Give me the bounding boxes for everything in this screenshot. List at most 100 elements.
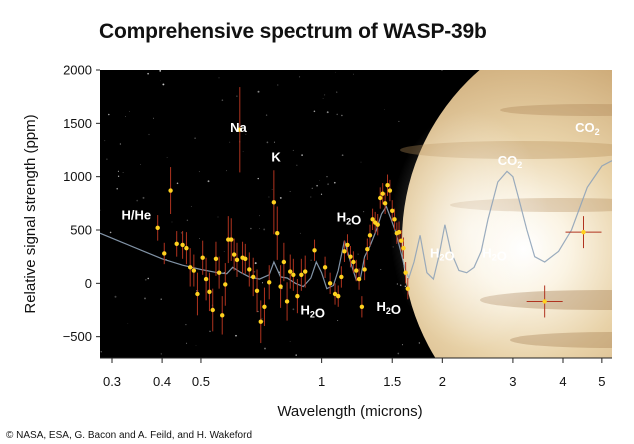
star [333,181,336,184]
spectral-feature-label: H/He [122,207,152,222]
star [166,157,168,158]
data-point [213,256,219,261]
spectral-feature-label: H2O [300,302,325,320]
star [292,149,294,151]
image-credit: © NASA, ESA, G. Bacon and A. Feild, and … [4,430,255,442]
starfield [100,70,449,358]
star [271,189,273,190]
data-point [387,188,393,193]
data-point [200,255,205,260]
star [279,196,282,199]
star [273,141,276,143]
star [104,140,106,142]
star [268,196,270,198]
star [160,298,162,300]
data-point [396,229,402,235]
x-tick-label: 1 [318,374,325,389]
data-point [299,272,304,277]
star [322,98,324,99]
data-point [322,265,328,270]
data-point [336,293,341,299]
data-point [359,304,365,309]
star [100,209,101,211]
star [106,158,108,160]
star [384,108,386,110]
star [114,295,117,298]
data-point [295,293,300,299]
data-point [251,274,256,280]
star [119,143,122,145]
chart-title: Comprehensive spectrum of WASP-39b [99,20,487,43]
star [147,72,149,75]
data-point [191,268,197,273]
star [160,353,162,355]
star [296,164,298,166]
star [109,231,112,234]
star [313,110,316,113]
data-point [385,183,390,188]
star [217,216,219,218]
star [261,318,263,320]
y-tick-label: 1000 [63,169,92,184]
data-point [581,229,586,235]
star [218,77,220,79]
data-point [345,242,350,248]
star [363,211,365,213]
data-point [203,276,209,282]
star [380,269,382,271]
star [148,133,150,136]
star [254,262,257,265]
star [360,161,362,163]
star [289,191,291,192]
star [353,73,354,75]
star [253,270,256,273]
star [117,170,119,172]
data-point [354,268,359,273]
data-point [187,265,193,270]
star [401,344,404,346]
data-point [542,299,547,304]
star [127,323,129,325]
star [194,137,196,140]
x-tick-label: 0.5 [192,374,210,389]
x-tick-label: 3 [509,374,516,389]
data-point [174,241,179,247]
data-point [362,267,367,272]
data-point [180,242,185,248]
data-point [332,291,338,297]
star [316,184,318,187]
data-point [278,284,283,289]
star [301,154,303,156]
data-point [382,201,388,206]
data-point [155,225,160,231]
data-point [243,256,248,261]
data-point [380,191,385,196]
star [207,180,210,183]
spectral-feature-label: CO2 [498,153,523,170]
star [441,70,443,72]
data-point [348,254,353,259]
star [160,80,162,82]
star [199,238,200,239]
star [320,193,323,195]
star [326,176,328,178]
star [310,259,312,261]
model-line-path [100,160,612,290]
star [357,253,359,255]
star [198,171,200,173]
star [108,113,110,116]
star [263,228,266,231]
star [138,212,140,214]
data-point [234,257,240,263]
star [136,199,139,202]
data-point [258,319,263,324]
data-point [356,276,362,282]
spectral-feature-label: H2O [376,299,401,317]
model-spectrum-line [100,160,612,290]
star [162,83,165,86]
star [257,90,260,93]
star [277,84,279,86]
star [295,354,297,356]
star [235,334,237,337]
data-point [223,282,228,287]
